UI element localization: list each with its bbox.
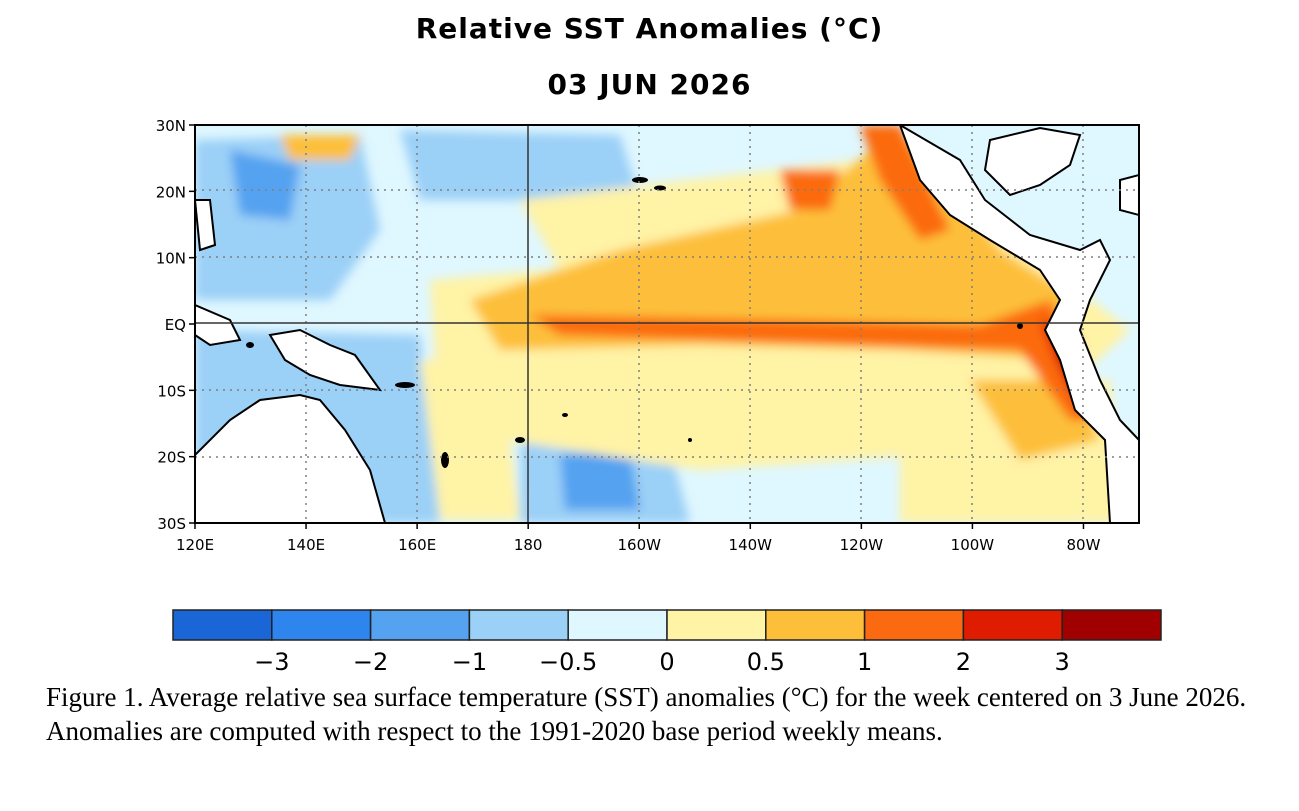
colorbar-swatch: [666, 609, 767, 641]
lon-tick-label: 140E: [287, 536, 325, 554]
colorbar-swatch: [962, 609, 1063, 641]
lat-tick-label: 30S: [157, 515, 186, 533]
colorbar-label: −1: [452, 648, 487, 676]
lat-tick-label: 30N: [156, 117, 186, 135]
colorbar-label: −3: [254, 648, 289, 676]
islands: [246, 177, 1023, 468]
lon-tick-label: 80W: [1067, 536, 1101, 554]
lon-tick-label: 120E: [176, 536, 214, 554]
date-label: 03 JUN 2026: [547, 68, 752, 101]
colorbar: −3 −2 −1 −0.5 0 0.5 1 2 3: [172, 609, 1162, 676]
lat-tick-label: 10N: [156, 250, 186, 268]
land-masses: [195, 125, 1139, 523]
lat-tick-label: 20S: [157, 449, 186, 467]
colorbar-label: 1: [857, 648, 872, 676]
new-guinea: [268, 328, 383, 392]
borneo: [195, 303, 242, 347]
colorbar-label: −0.5: [539, 648, 597, 676]
colorbar-label: 2: [956, 648, 971, 676]
north-america-east: [983, 126, 1082, 197]
americas: [898, 125, 1139, 523]
colorbar-swatch: [468, 609, 569, 641]
colorbar-swatch: [1061, 609, 1162, 641]
colorbar-swatch: [765, 609, 866, 641]
lon-tick-label: 180: [514, 536, 543, 554]
australia: [195, 393, 387, 523]
sst-anomaly-map: 30N 20N 10N EQ 10S 20S 30S 120E 140E 160E 180 160W 1…: [156, 117, 1140, 554]
colorbar-swatch: [271, 609, 372, 641]
lat-tick-label: EQ: [165, 316, 186, 334]
lon-tick-label: 160W: [618, 536, 662, 554]
colorbar-label: −2: [353, 648, 388, 676]
lon-tick-label: 120W: [840, 536, 884, 554]
lon-tick-label: 140W: [729, 536, 773, 554]
philippines: [195, 199, 217, 252]
lat-tick-label: 10S: [157, 382, 186, 400]
lat-tick-label: 20N: [156, 183, 186, 201]
colorbar-label: 0.5: [747, 648, 785, 676]
colorbar-swatch: [567, 609, 668, 641]
colorbar-label: 0: [659, 648, 674, 676]
colorbar-label: 3: [1055, 648, 1070, 676]
colorbar-swatch: [369, 609, 471, 641]
lon-tick-label: 160E: [398, 536, 436, 554]
figure-caption: Figure 1. Average relative sea surface t…: [46, 682, 1247, 746]
colorbar-swatch: [172, 609, 273, 641]
caribbean: [1119, 173, 1139, 217]
map-title: Relative SST Anomalies (°C): [415, 12, 884, 45]
lon-tick-label: 100W: [951, 536, 995, 554]
colorbar-swatch: [863, 609, 965, 641]
